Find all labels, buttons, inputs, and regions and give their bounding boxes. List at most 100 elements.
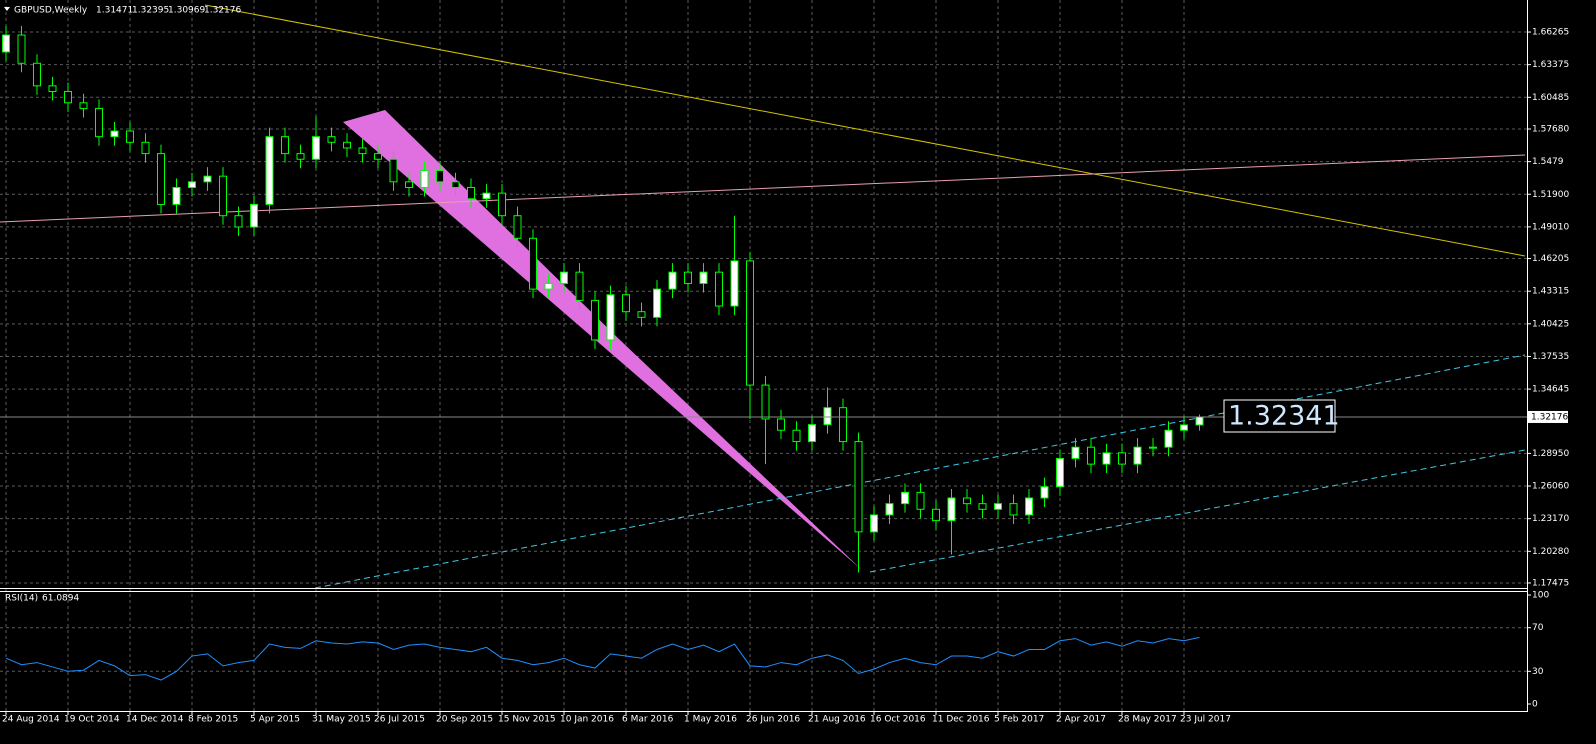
- x-tick-label: 2 Apr 2017: [1056, 715, 1106, 725]
- x-tick-label: 14 Dec 2014: [126, 715, 184, 725]
- candle-body: [839, 407, 847, 443]
- candle-body: [916, 491, 925, 510]
- candle-body: [653, 288, 661, 318]
- x-tick-label: 21 Aug 2016: [808, 715, 866, 725]
- y-tick-label: 1.63375: [1532, 60, 1569, 70]
- candles: [2, 26, 1204, 573]
- candle-body: [327, 136, 336, 143]
- candle-body: [885, 503, 894, 516]
- rsi-line: [5, 636, 1200, 681]
- x-tick-label: 28 May 2017: [1118, 715, 1177, 725]
- candle-body: [1087, 446, 1095, 465]
- candle-body: [436, 170, 444, 183]
- rsi-panel: [5, 636, 1200, 681]
- y-tick-label: 1.23170: [1532, 514, 1569, 524]
- x-tick-label: 16 Oct 2016: [870, 715, 926, 725]
- candle-body: [730, 260, 739, 307]
- candle-body: [1133, 446, 1142, 465]
- candle-body: [808, 424, 816, 443]
- x-tick-label: 5 Apr 2015: [250, 715, 300, 725]
- candle-body: [1180, 424, 1188, 431]
- candle-body: [296, 153, 305, 160]
- candle-body: [1025, 497, 1033, 516]
- x-tick-label: 20 Sep 2015: [436, 715, 493, 725]
- candle-body: [699, 271, 708, 284]
- candle-body: [668, 271, 677, 290]
- candle-body: [1071, 446, 1080, 459]
- x-tick-label: 24 Aug 2014: [2, 715, 60, 725]
- candle-body: [203, 175, 212, 183]
- chart-title: GBPUSD,Weekly: [14, 6, 88, 16]
- candle-body: [1195, 416, 1204, 426]
- header-open: 1.31471: [96, 6, 133, 16]
- candle-body: [947, 497, 956, 522]
- y-tick-label: 1.43315: [1532, 287, 1569, 297]
- x-tick-label: 19 Oct 2014: [64, 715, 120, 725]
- candle-body: [389, 158, 398, 183]
- channel-line: [314, 354, 1526, 589]
- candle-body: [110, 130, 119, 138]
- trend-line: [204, 4, 1526, 257]
- candle-body: [560, 271, 568, 284]
- candle-body: [2, 34, 10, 53]
- y-tick-label: 1.17475: [1532, 578, 1569, 588]
- y-tick-label: 1.34645: [1532, 385, 1569, 395]
- candle-body: [792, 429, 801, 443]
- annotation: 1.32341: [1228, 401, 1340, 432]
- candle-body: [591, 299, 599, 341]
- candle-body: [451, 181, 460, 188]
- x-tick-label: 23 Jul 2017: [1180, 715, 1231, 725]
- price-label-box: [1528, 410, 1568, 423]
- candle-body: [234, 215, 243, 228]
- y-tick-label: 1.51900: [1532, 190, 1569, 200]
- candle-body: [684, 271, 692, 284]
- candle-body: [622, 294, 630, 313]
- y-tick-label: 1.28950: [1532, 449, 1569, 459]
- x-tick-label: 31 May 2015: [312, 715, 371, 725]
- x-tick-label: 1 May 2016: [684, 715, 737, 725]
- header-high: 1.32395: [132, 6, 169, 16]
- candle-body: [823, 407, 832, 426]
- y-tick-label: 30: [1532, 667, 1544, 677]
- candle-body: [141, 141, 150, 155]
- candle-body: [637, 311, 646, 318]
- candle-body: [498, 192, 506, 217]
- y-tick-label: 0: [1532, 700, 1538, 710]
- candle-body: [64, 90, 72, 104]
- candle-body: [575, 271, 584, 301]
- candle-body: [48, 85, 57, 92]
- y-tick-label: 1.66265: [1532, 28, 1569, 38]
- candle-body: [374, 153, 382, 160]
- candle-body: [870, 514, 878, 533]
- candle-body: [265, 136, 274, 205]
- candle-body: [978, 503, 987, 510]
- candle-body: [126, 130, 134, 143]
- y-tick-label: 1.26060: [1532, 482, 1569, 492]
- candle-body: [715, 271, 723, 307]
- candle-body: [1040, 486, 1049, 499]
- x-tick-label: 26 Jul 2015: [374, 715, 425, 725]
- x-tick-label: 10 Jan 2016: [560, 715, 614, 725]
- y-tick-label: 100: [1532, 591, 1549, 601]
- candle-body: [420, 170, 429, 188]
- candle-body: [854, 441, 863, 533]
- y-tick-label: 1.20280: [1532, 547, 1569, 557]
- candle-body: [219, 175, 227, 217]
- x-tick-label: 11 Dec 2016: [932, 715, 990, 725]
- x-tick-label: 5 Feb 2017: [994, 715, 1044, 725]
- candle-body: [95, 107, 103, 138]
- x-tick-label: 6 Mar 2016: [622, 715, 674, 725]
- y-tick-label: 1.49010: [1532, 222, 1569, 232]
- y-tick-label: 70: [1532, 623, 1544, 633]
- grid: [0, 0, 1527, 711]
- menu-arrow: [4, 7, 10, 11]
- candle-body: [17, 34, 26, 64]
- candle-body: [932, 508, 940, 522]
- candle-body: [188, 181, 196, 188]
- candle-body: [777, 418, 785, 431]
- y-tick-label: 1.37535: [1532, 352, 1569, 362]
- candle-body: [250, 203, 258, 228]
- price-label: 1.32176: [1531, 412, 1568, 422]
- candle-body: [1164, 429, 1173, 448]
- candle-body: [312, 136, 320, 160]
